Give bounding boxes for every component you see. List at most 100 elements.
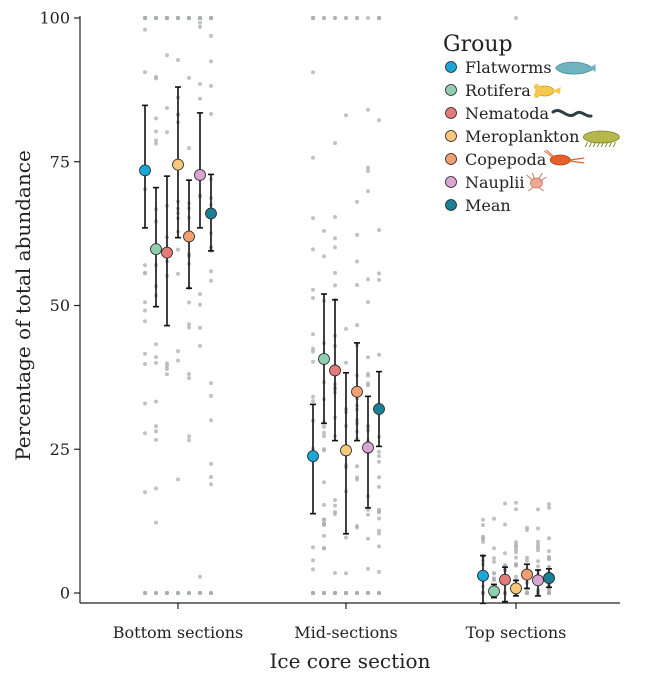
raw-data-point [311,287,315,292]
raw-data-point [333,16,337,20]
raw-data-point [322,434,326,439]
mean-point-mean [543,572,555,584]
raw-data-point [322,430,326,435]
raw-data-point [143,16,147,20]
nematode-icon [551,109,593,118]
mean-point-meroplankton [340,444,352,457]
raw-data-point [165,367,169,371]
raw-data-point [198,292,202,297]
raw-data-point [209,59,213,64]
y-tick-label: 0 [60,584,70,603]
raw-data-point [355,323,359,328]
raw-data-point [322,517,326,522]
mean-point-nauplii [362,441,374,454]
mean-point-nematoda [499,573,511,586]
raw-data-point [377,459,381,464]
raw-data-point [311,155,315,160]
raw-data-point [536,526,540,531]
raw-data-point [377,118,381,123]
raw-data-point [322,546,326,551]
raw-data-point [536,542,540,547]
raw-data-point [187,146,191,151]
raw-data-point [311,399,315,404]
raw-data-point [547,536,551,541]
raw-data-point [209,33,213,38]
raw-data-point [187,434,191,439]
raw-data-point [514,16,518,20]
raw-data-point [536,564,540,569]
legend-key-nematoda [445,107,457,119]
raw-data-point [154,520,158,525]
raw-data-point [143,308,147,313]
raw-data-point [154,424,158,429]
raw-data-point [333,215,337,219]
raw-data-point [176,271,180,276]
raw-data-point [514,574,518,579]
raw-data-point [492,556,496,561]
raw-data-point [165,591,169,595]
mean-point-copepoda [521,568,533,581]
raw-data-point [143,490,147,495]
raw-data-point [311,70,315,75]
raw-data-point [366,591,370,595]
legend-key-rotifera [445,84,457,96]
raw-data-point [322,448,326,453]
raw-data-point [333,245,337,250]
legend-key-copepoda [445,153,457,165]
y-tick-label: 100 [39,9,70,28]
raw-data-point [198,96,202,101]
raw-data-point [165,130,169,135]
raw-data-point [198,24,202,29]
raw-data-point [322,502,326,507]
raw-data-point [377,516,381,521]
raw-data-point [311,349,315,354]
raw-data-point [198,16,202,20]
raw-data-point [355,283,359,287]
raw-data-point [322,591,326,595]
raw-data-point [154,591,158,595]
raw-data-point [355,525,359,530]
raw-data-point [176,247,180,252]
raw-data-point [377,271,381,276]
raw-data-point [366,536,370,541]
raw-data-point [377,484,381,489]
raw-data-point [322,228,326,233]
raw-data-point [176,477,180,482]
raw-data-point [377,277,381,282]
raw-data-point [481,523,485,528]
raw-data-point [536,548,540,553]
legend-label: Nematoda [465,104,549,123]
raw-data-point [547,505,551,510]
raw-data-point [311,16,315,20]
raw-data-point [209,83,213,88]
raw-data-point [547,591,551,595]
raw-data-point [209,381,213,386]
raw-data-point [355,475,359,480]
raw-data-point [143,319,147,324]
y-axis-title: Percentage of total abundance [11,150,35,461]
raw-data-point [333,591,337,595]
raw-data-point [143,351,147,356]
raw-data-point [377,531,381,536]
raw-data-point [377,228,381,232]
raw-data-point [377,454,381,459]
raw-data-point [209,475,213,479]
raw-data-point [187,376,191,381]
raw-data-point [377,16,381,20]
raw-data-point [366,107,370,112]
raw-data-point [355,199,359,204]
raw-data-point [209,16,213,20]
legend-key-meroplankton [445,130,457,142]
raw-data-point [355,259,359,264]
copepod-icon [543,149,585,166]
raw-data-point [198,82,202,86]
raw-data-point [154,399,158,404]
raw-data-point [377,352,381,357]
raw-data-point [366,383,370,388]
raw-data-point [176,358,180,363]
raw-data-point [187,75,191,80]
raw-data-point [377,569,381,574]
raw-data-point [187,322,191,327]
raw-data-point [536,507,540,512]
raw-data-point [366,355,370,360]
